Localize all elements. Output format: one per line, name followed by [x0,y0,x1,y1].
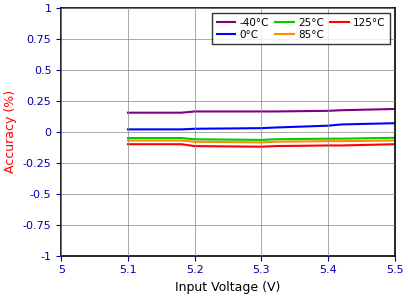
X-axis label: Input Voltage (V): Input Voltage (V) [175,281,281,294]
125°C [326,144,331,147]
-40°C [326,109,331,113]
85°C [146,139,151,142]
125°C [339,144,344,147]
Legend: -40°C, 0°C, 25°C, 85°C, 125°C: -40°C, 0°C, 25°C, 85°C, 125°C [212,13,390,44]
25°C [392,136,397,139]
Line: 25°C: 25°C [128,138,395,140]
25°C [339,137,344,140]
0°C [192,127,197,131]
85°C [192,140,197,144]
-40°C [273,110,277,113]
85°C [392,139,397,142]
85°C [273,140,277,144]
85°C [179,139,184,142]
25°C [179,136,184,140]
85°C [126,139,131,142]
0°C [259,126,264,130]
0°C [326,124,331,128]
Line: 125°C: 125°C [128,144,395,147]
25°C [146,136,151,140]
0°C [146,128,151,131]
85°C [326,139,331,143]
-40°C [339,108,344,112]
25°C [126,136,131,140]
-40°C [392,107,397,111]
-40°C [179,111,184,114]
-40°C [146,111,151,114]
25°C [192,137,197,141]
0°C [392,121,397,125]
Y-axis label: Accuracy (%): Accuracy (%) [4,90,17,173]
0°C [179,128,184,131]
125°C [192,144,197,148]
Line: -40°C: -40°C [128,109,395,113]
-40°C [259,110,264,113]
-40°C [126,111,131,114]
85°C [339,139,344,143]
0°C [126,128,131,131]
25°C [273,137,277,141]
0°C [273,126,277,129]
25°C [326,137,331,140]
125°C [146,142,151,146]
125°C [259,145,264,148]
0°C [339,123,344,126]
Line: 0°C: 0°C [128,123,395,129]
85°C [259,141,264,144]
25°C [259,138,264,142]
125°C [126,142,131,146]
Line: 85°C: 85°C [128,141,395,142]
125°C [179,142,184,146]
125°C [392,142,397,146]
-40°C [192,110,197,113]
125°C [273,144,277,148]
